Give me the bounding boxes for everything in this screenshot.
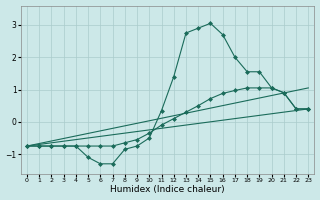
X-axis label: Humidex (Indice chaleur): Humidex (Indice chaleur) bbox=[110, 185, 225, 194]
